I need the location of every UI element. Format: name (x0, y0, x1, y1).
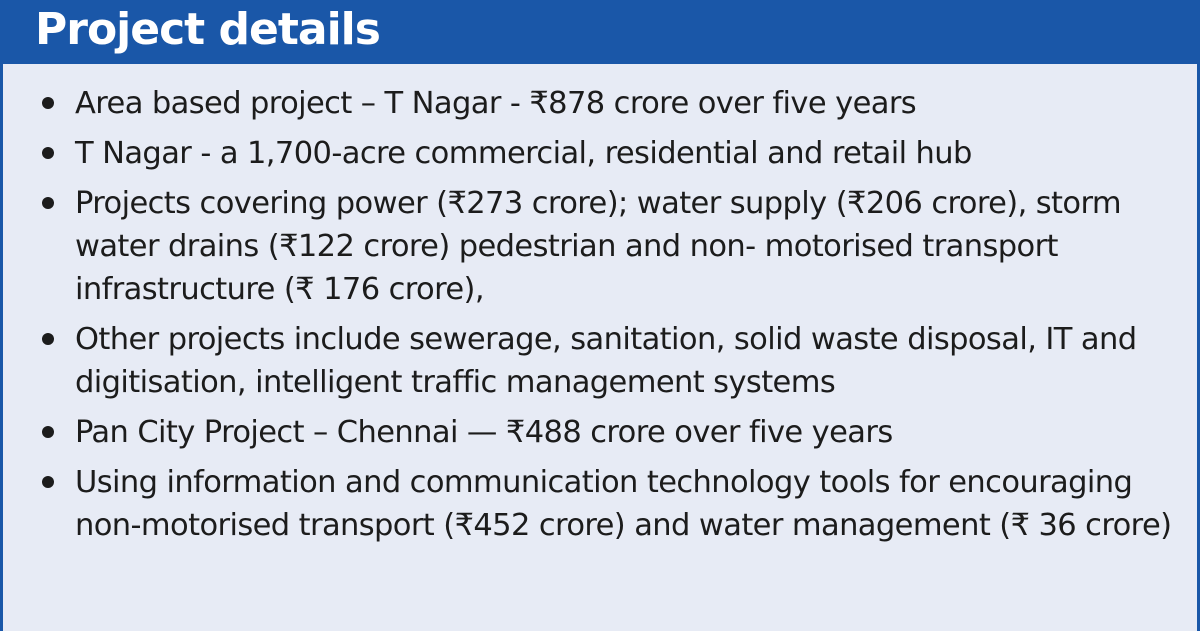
list-item: Other projects include sewerage, sanitat… (3, 318, 1195, 404)
bullet-icon (42, 197, 54, 209)
bullet-icon (42, 426, 54, 438)
list-item: Area based project – T Nagar - ₹878 cror… (3, 82, 1195, 125)
list-item-text: Area based project – T Nagar - ₹878 cror… (75, 86, 917, 121)
bullet-icon (42, 333, 54, 345)
list-item-text: Using information and communication tech… (75, 465, 1172, 543)
list-item-text: Other projects include sewerage, sanitat… (75, 322, 1137, 400)
header-bar: Project details (3, 0, 1197, 64)
list-item-text: T Nagar - a 1,700-acre commercial, resid… (75, 136, 972, 171)
list-item: Pan City Project – Chennai — ₹488 crore … (3, 411, 1195, 454)
bullet-icon (42, 147, 54, 159)
bullet-icon (42, 476, 54, 488)
page-title: Project details (35, 4, 381, 55)
list-item-text: Pan City Project – Chennai — ₹488 crore … (75, 415, 893, 450)
list-item: T Nagar - a 1,700-acre commercial, resid… (3, 132, 1195, 175)
list-item: Projects covering power (₹273 crore); wa… (3, 182, 1195, 311)
list-item: Using information and communication tech… (3, 461, 1195, 547)
bullet-list: Area based project – T Nagar - ₹878 cror… (3, 82, 1195, 554)
bullet-icon (42, 97, 54, 109)
list-item-text: Projects covering power (₹273 crore); wa… (75, 186, 1122, 307)
